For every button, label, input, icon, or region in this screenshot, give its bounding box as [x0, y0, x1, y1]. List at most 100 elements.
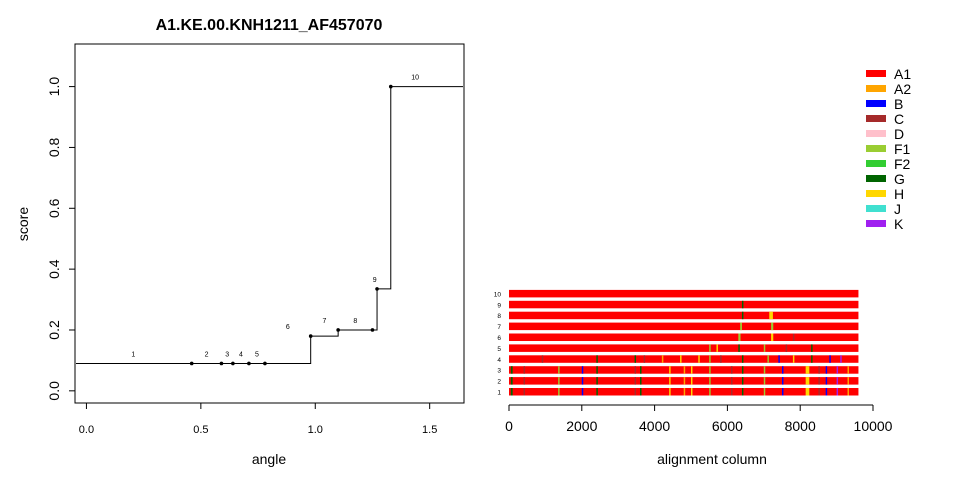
alignment-row-bar [509, 344, 859, 352]
score-point-label: 4 [239, 351, 243, 358]
score-point [219, 361, 224, 366]
alignment-segment [683, 388, 686, 396]
alignment-segment [634, 355, 637, 363]
alignment-segment [581, 388, 584, 396]
legend-label: B [894, 96, 903, 112]
y-tick-label: 0.8 [46, 137, 62, 157]
legend-swatch [866, 205, 886, 212]
score-point-label: 2 [205, 351, 209, 358]
alignment-segment [763, 377, 766, 385]
alignment-segment [680, 355, 682, 363]
alignment-segment [523, 377, 526, 385]
alignment-segment [818, 388, 820, 396]
alignment-x-tick-label: 10000 [854, 418, 893, 434]
alignment-segment [829, 355, 831, 363]
alignment-segment [782, 388, 784, 396]
alignment-segment [581, 377, 584, 385]
score-plot-frame [74, 43, 465, 404]
legend-swatch [866, 130, 886, 137]
alignment-segment [558, 366, 560, 374]
alignment-segment [669, 388, 671, 396]
alignment-segment [847, 377, 849, 385]
alignment-x-axis: 0 2000 4000 6000 8000 10000 [505, 404, 893, 434]
alignment-segment [640, 366, 642, 374]
legend-swatch [866, 160, 886, 167]
alignment-segment [634, 366, 637, 374]
alignment-segment [792, 355, 795, 363]
legend-label: A1 [894, 66, 911, 82]
score-point [375, 287, 379, 291]
alignment-segment [669, 366, 671, 374]
alignment-row-label: 5 [497, 346, 501, 353]
score-point [247, 361, 251, 366]
alignment-plot: 1 2 3 4 5 6 7 8 9 10 0 2000 4000 6000 8000 10000 align… [494, 289, 893, 467]
alignment-segment [691, 377, 693, 385]
alignment-x-axis-label: alignment column [657, 451, 767, 467]
alignment-row-label: 10 [494, 291, 502, 298]
alignment-segment [847, 366, 849, 374]
alignment-row-bar [509, 289, 859, 298]
alignment-segment [661, 355, 664, 363]
score-point-label: 1 [131, 351, 135, 358]
alignment-row-bar [509, 300, 859, 309]
alignment-segment [767, 355, 769, 363]
score-point [231, 361, 235, 366]
alignment-segment [825, 388, 828, 396]
y-tick-label: 1.0 [46, 77, 62, 97]
x-tick-label: 1.5 [422, 424, 437, 436]
score-series: 1 2 3 4 5 6 7 8 9 10 [76, 75, 463, 366]
alignment-segment [782, 366, 784, 374]
alignment-segment [510, 388, 513, 396]
legend-swatch [866, 85, 886, 92]
alignment-segment [738, 344, 740, 352]
alignment-segment [763, 388, 766, 396]
alignment-segment [596, 366, 598, 374]
legend-swatch [866, 145, 886, 152]
score-point-label: 7 [322, 318, 326, 325]
alignment-row-label: 6 [497, 335, 501, 342]
alignment-segment [825, 377, 828, 385]
legend-label: H [894, 186, 904, 202]
score-point-label: 5 [255, 351, 259, 358]
alignment-segment [669, 377, 671, 385]
alignment-segment [709, 388, 711, 396]
alignment-segment [640, 388, 642, 396]
alignment-segment [771, 322, 774, 331]
alignment-segment [741, 377, 744, 385]
alignment-segment [581, 366, 584, 374]
legend-label: G [894, 171, 905, 187]
score-point-label: 6 [286, 324, 290, 331]
alignment-segment [740, 322, 742, 331]
score-point-label: 3 [225, 351, 229, 358]
score-y-axis: 0.0 0.2 0.4 0.6 0.8 1.0 [46, 77, 76, 401]
alignment-segment [805, 388, 810, 396]
score-x-axis-label: angle [252, 451, 286, 467]
alignment-row-label: 8 [497, 313, 501, 320]
alignment-row-labels: 1 2 3 4 5 6 7 8 9 10 [494, 291, 502, 396]
alignment-x-tick-label: 0 [505, 418, 513, 434]
alignment-row-bar [509, 355, 859, 363]
alignment-segment [785, 344, 788, 352]
score-point-label: 8 [353, 318, 357, 325]
alignment-segment [836, 377, 839, 385]
score-y-axis-label: score [15, 207, 31, 241]
legend-swatch [866, 115, 886, 122]
alignment-segment [731, 377, 733, 385]
y-tick-label: 0.4 [46, 259, 62, 279]
score-x-axis: 0.0 0.5 1.0 1.5 [79, 402, 437, 436]
legend-label: D [894, 126, 904, 142]
alignment-x-tick-label: 2000 [566, 418, 597, 434]
y-tick-label: 0.2 [46, 320, 62, 340]
score-point [370, 328, 375, 332]
legend-swatch [866, 190, 886, 197]
alignment-segment [741, 300, 744, 309]
legend-swatch [866, 175, 886, 182]
alignment-segment [741, 366, 744, 374]
alignment-segment [818, 377, 820, 385]
alignment-row-bar [509, 322, 859, 331]
y-tick-label: 0.0 [46, 381, 62, 401]
alignment-segment [596, 377, 598, 385]
alignment-segment [716, 344, 718, 352]
